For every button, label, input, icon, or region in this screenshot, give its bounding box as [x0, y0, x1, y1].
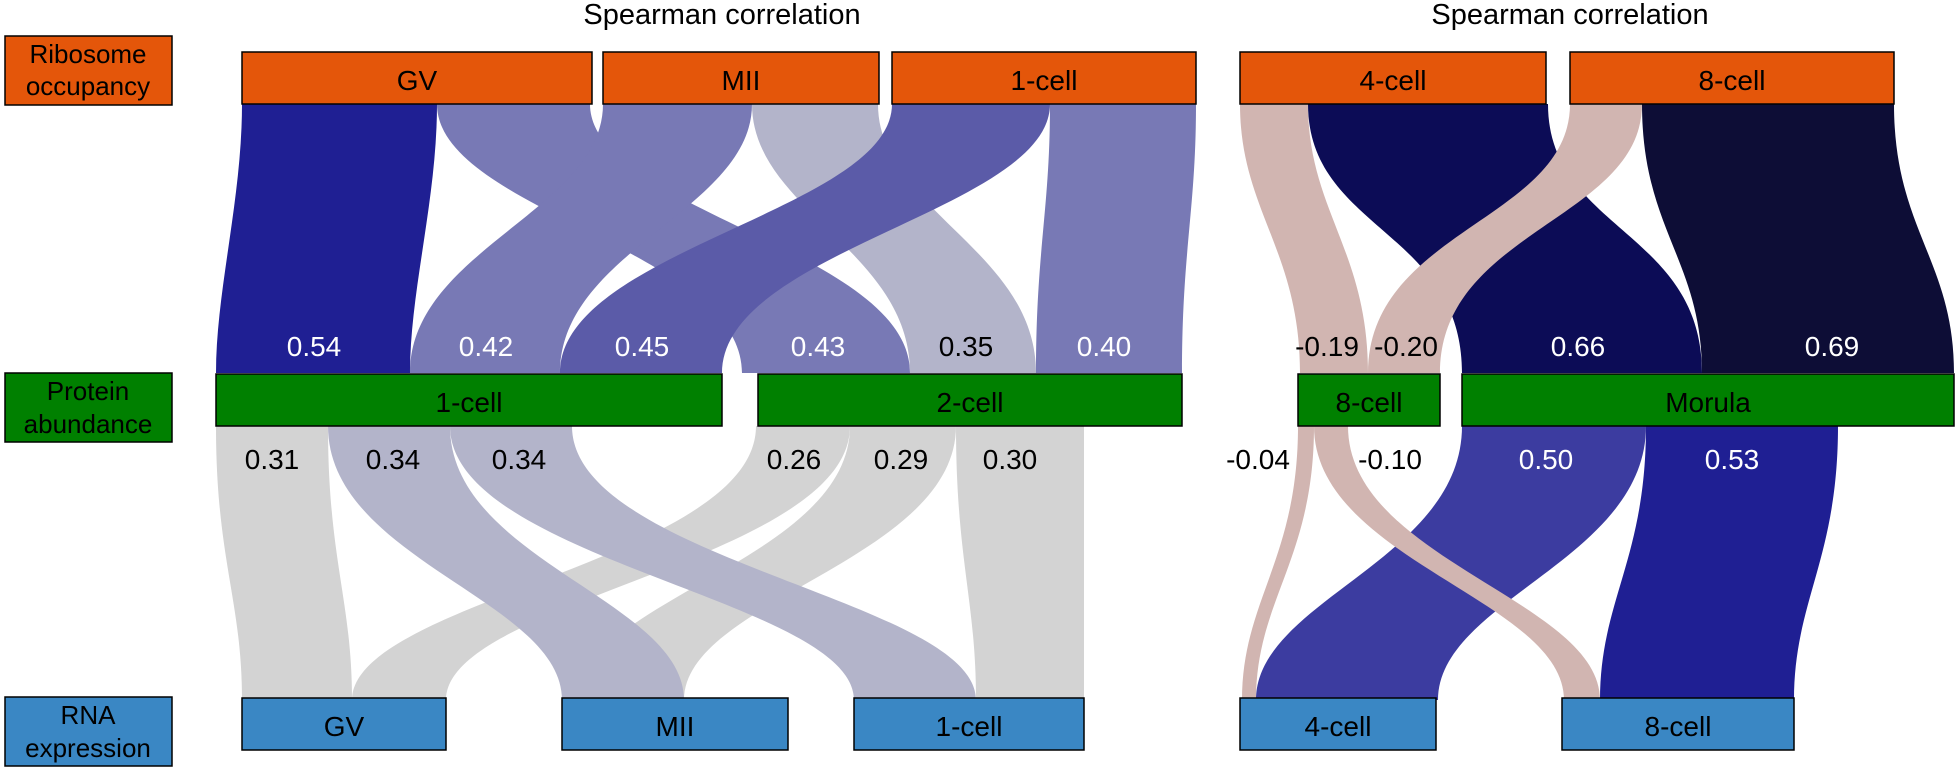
flow-1cell-to-mii: [328, 426, 684, 700]
title-right: Spearman correlation: [1431, 0, 1708, 31]
value-label-4cell-morula: 0.66: [1551, 331, 1606, 362]
flow-mii-to-2cell: [752, 104, 1036, 373]
value-label-1cell-1cell-lower: 0.34: [492, 444, 547, 475]
node-protein-morula: Morula: [1461, 373, 1955, 427]
row-label-ribosome: Ribosome occupancy: [4, 35, 173, 106]
node-protein-8cell-label: 8-cell: [1336, 387, 1403, 418]
node-rna-mii-label: MII: [656, 711, 695, 742]
row-label-rna-line1: RNA: [61, 700, 117, 730]
row-label-rna: RNA expression: [4, 696, 173, 767]
upper-value-labels: 0.54 0.42 0.45 0.43 0.35 0.40 -0.19 -0.2…: [287, 331, 1860, 362]
node-ribosome-8cell: 8-cell: [1569, 51, 1895, 105]
value-label-mii-1cell: 0.42: [459, 331, 514, 362]
upper-flows: [216, 104, 1954, 373]
flow-morula-to-8cell: [1600, 426, 1838, 700]
node-rna-8cell-label: 8-cell: [1645, 711, 1712, 742]
value-label-gv-1cell: 0.54: [287, 331, 342, 362]
flow-1cell-to-2cell: [1036, 104, 1196, 373]
flow-2cell-to-gv: [352, 426, 850, 700]
flow-1cell-to-1cell: [450, 426, 976, 700]
flow-8cell-to-8cell: [1368, 104, 1642, 373]
row-label-ribosome-line2: occupancy: [26, 71, 150, 101]
node-rna-1cell-label: 1-cell: [936, 711, 1003, 742]
node-protein-morula-label: Morula: [1665, 387, 1751, 418]
value-label-2cell-mii: 0.29: [874, 444, 929, 475]
node-protein-2cell-label: 2-cell: [937, 387, 1004, 418]
node-ribosome-8cell-label: 8-cell: [1699, 65, 1766, 96]
row-label-ribosome-line1: Ribosome: [29, 39, 146, 69]
value-label-morula-4cell: 0.50: [1519, 444, 1574, 475]
value-label-morula-8cell: 0.53: [1705, 444, 1760, 475]
value-label-8cell-8cell-lower: -0.10: [1358, 444, 1422, 475]
row-label-protein: Protein abundance: [4, 372, 173, 443]
lower-flows: [216, 426, 1838, 700]
value-label-1cell-mii: 0.34: [366, 444, 421, 475]
flow-gv-to-2cell: [437, 104, 910, 373]
node-rna-1cell: 1-cell: [853, 697, 1085, 751]
flow-mii-to-1cell: [410, 104, 752, 373]
node-ribosome-1cell-label: 1-cell: [1011, 65, 1078, 96]
value-label-gv-2cell: 0.43: [791, 331, 846, 362]
flow-4cell-to-8cell: [1240, 104, 1368, 373]
node-ribosome-mii-label: MII: [722, 65, 761, 96]
flow-8cell-to-8cell-lower: [1314, 426, 1600, 700]
node-rna-8cell: 8-cell: [1561, 697, 1795, 751]
node-ribosome-4cell-label: 4-cell: [1360, 65, 1427, 96]
flow-8cell-to-4cell: [1242, 426, 1314, 700]
value-label-1cell-2cell: 0.40: [1077, 331, 1132, 362]
node-rna-mii: MII: [561, 697, 789, 751]
value-label-2cell-gv: 0.26: [767, 444, 822, 475]
node-ribosome-mii: MII: [602, 51, 880, 105]
node-ribosome-gv: GV: [241, 51, 593, 105]
flow-1cell-to-gv: [216, 426, 352, 700]
row-label-rna-line2: expression: [25, 733, 151, 763]
flow-gv-to-1cell: [216, 104, 437, 373]
flow-8cell-to-morula: [1642, 104, 1954, 373]
value-label-2cell-1cell: 0.30: [983, 444, 1038, 475]
value-label-8cell-8cell: -0.20: [1374, 331, 1438, 362]
node-rna-gv: GV: [241, 697, 447, 751]
value-label-8cell-4cell: -0.04: [1226, 444, 1290, 475]
node-protein-1cell: 1-cell: [215, 373, 723, 427]
node-rna-4cell: 4-cell: [1239, 697, 1437, 751]
flow-2cell-to-1cell: [956, 426, 1084, 700]
node-ribosome-1cell: 1-cell: [891, 51, 1197, 105]
value-label-1cell-gv: 0.31: [245, 444, 300, 475]
lower-value-labels: 0.31 0.34 0.34 0.26 0.29 0.30 -0.04 -0.1…: [245, 444, 1760, 475]
node-ribosome-gv-label: GV: [397, 65, 438, 96]
value-label-mii-2cell: 0.35: [939, 331, 994, 362]
flow-2cell-to-mii: [578, 426, 956, 700]
title-left: Spearman correlation: [583, 0, 860, 31]
row-label-protein-line2: abundance: [24, 409, 153, 439]
value-label-4cell-8cell: -0.19: [1295, 331, 1359, 362]
row-label-protein-line1: Protein: [47, 376, 129, 406]
node-ribosome-4cell: 4-cell: [1239, 51, 1547, 105]
node-rna-gv-label: GV: [324, 711, 365, 742]
node-protein-2cell: 2-cell: [757, 373, 1183, 427]
flow-1cell-to-1cell: [560, 104, 1050, 373]
node-protein-8cell: 8-cell: [1297, 373, 1441, 427]
node-rna-4cell-label: 4-cell: [1305, 711, 1372, 742]
node-protein-1cell-label: 1-cell: [436, 387, 503, 418]
value-label-1cell-1cell: 0.45: [615, 331, 670, 362]
value-label-8cell-morula: 0.69: [1805, 331, 1860, 362]
